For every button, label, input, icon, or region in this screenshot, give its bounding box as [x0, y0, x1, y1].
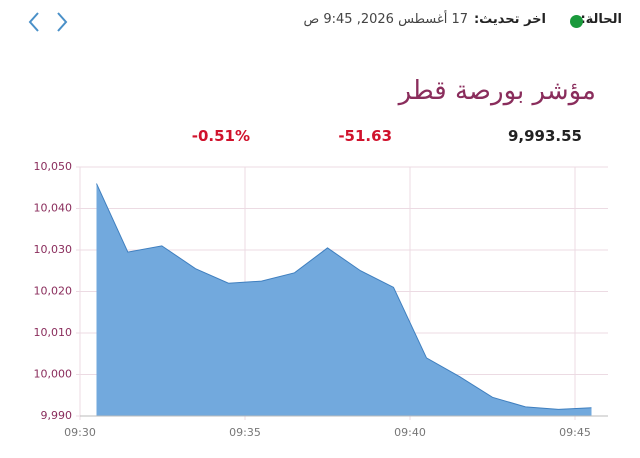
y-tick-label: 10,020 — [34, 285, 73, 298]
y-tick-label: 10,050 — [34, 160, 73, 173]
prev-arrow[interactable] — [28, 12, 39, 32]
index-change-percent: -0.51% — [191, 127, 250, 145]
x-tick-label: 09:35 — [229, 426, 261, 439]
update-label: اخر تحديث: — [473, 12, 546, 27]
y-tick-label: 10,030 — [34, 243, 73, 256]
x-tick-label: 09:40 — [394, 426, 426, 439]
x-tick-label: 09:45 — [559, 426, 591, 439]
status-dot — [570, 15, 583, 28]
y-tick-label: 9,990 — [41, 409, 73, 422]
y-tick-label: 10,040 — [34, 202, 73, 215]
line — [96, 183, 592, 410]
update-value: 17 أغسطس 2026, 9:45 ص — [303, 12, 468, 27]
index-title: مؤشر بورصة قطر — [398, 76, 596, 106]
x-tick-label: 09:30 — [64, 426, 96, 439]
status-label: الحالة: — [580, 12, 622, 27]
chart: 9,990 10,000 10,010 10,020 10,030 10,040 10,05… — [34, 160, 608, 439]
nav-arrows — [28, 12, 68, 32]
index-value: 9,993.55 — [507, 127, 582, 145]
index-change: -51.63 — [338, 127, 392, 145]
area — [96, 183, 592, 416]
y-tick-label: 10,000 — [34, 368, 73, 381]
y-tick-label: 10,010 — [34, 326, 73, 339]
next-arrow[interactable] — [57, 12, 68, 32]
